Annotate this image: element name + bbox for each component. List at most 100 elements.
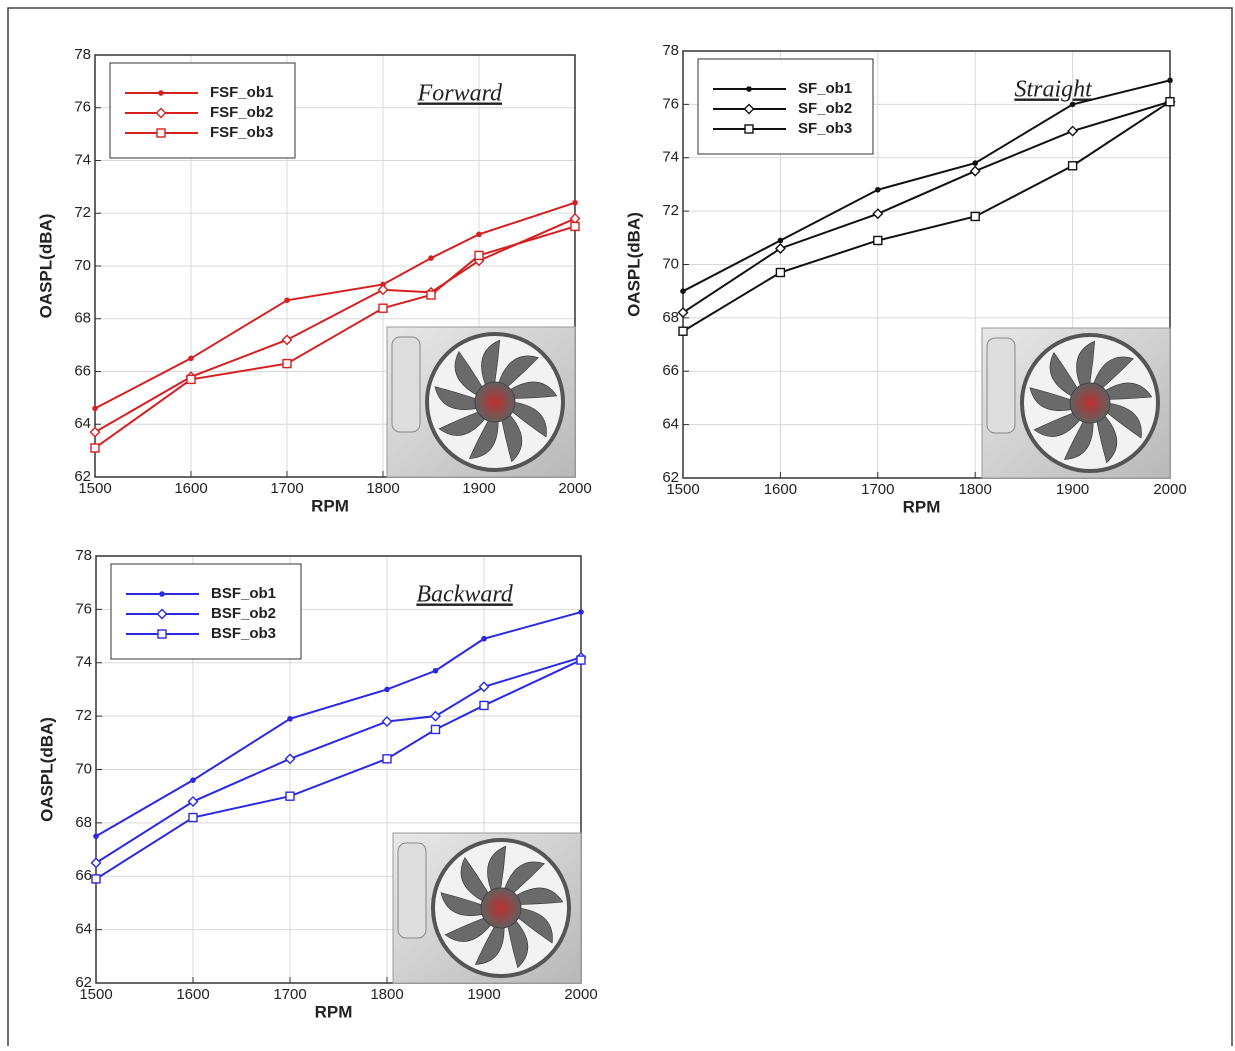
marker (972, 160, 978, 166)
y-tick-label: 68 (75, 814, 92, 831)
fan-blade (1063, 419, 1094, 460)
fan-inset (981, 327, 1171, 479)
plot-frame (94, 54, 576, 478)
y-tick-label: 78 (75, 547, 92, 564)
inset-slot (986, 337, 1016, 434)
marker (377, 284, 389, 296)
fan-blade (507, 919, 529, 969)
marker (774, 242, 786, 254)
legend-label: BSF_ob3 (211, 625, 276, 642)
y-tick-label: 74 (75, 654, 92, 671)
legend-label: SF_ob1 (798, 80, 852, 97)
fan-blade (454, 351, 484, 397)
marker (872, 208, 884, 220)
y-tick-label: 66 (75, 867, 92, 884)
marker (378, 303, 388, 313)
fan-blade (1076, 340, 1096, 388)
x-tick-label: 1900 (1056, 481, 1089, 498)
marker (1167, 77, 1173, 84)
marker (190, 777, 196, 783)
fan-blade (1103, 382, 1153, 400)
fan-blade (434, 386, 479, 410)
x-axis-label: RPM (903, 497, 941, 516)
marker (430, 724, 441, 735)
inset-slot (391, 336, 421, 433)
marker (743, 103, 755, 115)
marker (156, 128, 166, 138)
x-tick-label: 1800 (370, 986, 403, 1003)
y-tick-label: 72 (75, 707, 92, 724)
fan-blade (514, 887, 564, 905)
y-axis-label: OASPL(dBA) (37, 717, 56, 822)
series-line (682, 100, 1171, 333)
legend-label: FSF_ob1 (210, 84, 273, 101)
fan-blade (516, 907, 553, 944)
legend-box (697, 58, 874, 155)
x-tick-label: 1500 (79, 986, 112, 1003)
marker (430, 710, 441, 722)
y-tick-label: 64 (74, 415, 91, 432)
fan-hub (480, 887, 522, 929)
fan-blade (503, 861, 545, 895)
marker (91, 874, 101, 884)
marker (155, 107, 167, 119)
annotation: Straight (1014, 77, 1093, 103)
marker (969, 165, 981, 177)
x-tick-label: 1600 (764, 481, 797, 498)
fan-inset (392, 832, 582, 984)
x-tick-label: 1500 (666, 481, 699, 498)
marker (284, 297, 290, 304)
marker (159, 591, 165, 597)
marker (426, 290, 436, 300)
legend-label: SF_ob3 (798, 120, 852, 137)
marker (1067, 161, 1078, 171)
marker (481, 635, 487, 642)
inset-slot (397, 842, 427, 939)
x-tick-label: 1700 (270, 480, 303, 497)
y-tick-label: 70 (75, 760, 92, 777)
marker (1069, 101, 1076, 108)
marker (188, 812, 198, 823)
y-tick-label: 68 (74, 310, 91, 327)
x-tick-label: 1900 (467, 986, 500, 1003)
y-tick-label: 62 (74, 468, 91, 485)
marker (1067, 125, 1079, 137)
y-tick-label: 76 (662, 95, 679, 112)
marker (1165, 97, 1175, 107)
marker (281, 334, 293, 346)
fan-blade (1105, 402, 1142, 439)
marker (474, 250, 484, 261)
marker (678, 326, 688, 336)
fan-blade (468, 418, 499, 459)
y-tick-label: 70 (74, 257, 91, 274)
marker (156, 608, 168, 620)
plot-frame (95, 555, 582, 984)
y-tick-label: 78 (662, 42, 679, 59)
fan-hub (474, 381, 516, 423)
marker (157, 629, 167, 639)
fan-blade (508, 381, 558, 399)
fan-blade (1049, 352, 1079, 398)
legend-box (109, 62, 296, 159)
marker (92, 405, 98, 412)
marker (775, 267, 786, 278)
marker (381, 715, 393, 727)
marker (478, 681, 490, 693)
marker (875, 186, 881, 193)
x-tick-label: 1600 (176, 986, 209, 1003)
marker (187, 796, 199, 808)
marker (570, 221, 580, 232)
marker (90, 443, 100, 453)
y-tick-label: 64 (75, 921, 92, 938)
x-tick-label: 2000 (1153, 481, 1186, 498)
fan-blade (438, 411, 487, 436)
y-tick-label: 78 (74, 46, 91, 63)
y-axis-label: OASPL(dBA) (36, 214, 55, 319)
x-tick-label: 1700 (861, 481, 894, 498)
marker (285, 791, 295, 801)
plot-frame (682, 50, 1171, 479)
legend-label: BSF_ob1 (211, 585, 276, 602)
marker (746, 86, 752, 92)
y-tick-label: 76 (74, 99, 91, 116)
y-tick-label: 62 (75, 974, 92, 991)
